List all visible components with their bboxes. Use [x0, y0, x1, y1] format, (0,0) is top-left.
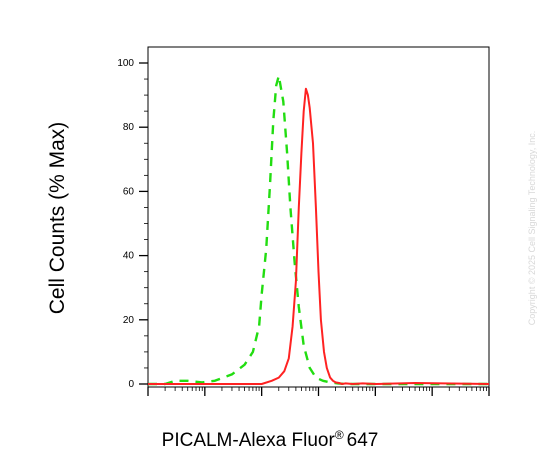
y-tick-label: 100	[117, 58, 134, 69]
series-line-dashed-green	[148, 74, 489, 386]
copyright-watermark: Copyright © 2025 Cell Signaling Technolo…	[527, 131, 537, 325]
x-axis-title: PICALM-Alexa Fluor® 647	[162, 428, 379, 451]
y-tick-label: 40	[123, 251, 135, 262]
series-layer	[148, 74, 490, 386]
y-axis: 0 20 40 60 80 100	[117, 58, 148, 390]
x-axis	[147, 387, 490, 396]
y-axis-title: Cell Counts (% Max)	[46, 122, 69, 315]
y-tick-label: 80	[123, 122, 135, 133]
x-axis-title-suffix: 647	[347, 430, 379, 451]
y-tick-label: 0	[128, 379, 134, 390]
plot-frame	[147, 46, 490, 388]
series-line-solid-red	[148, 87, 490, 385]
x-axis-title-main: PICALM-Alexa Fluor	[162, 430, 336, 451]
y-tick-label: 60	[123, 186, 135, 197]
x-axis-title-superscript: ®	[335, 428, 344, 442]
y-tick-label: 20	[123, 315, 135, 326]
plot-area	[147, 46, 490, 388]
